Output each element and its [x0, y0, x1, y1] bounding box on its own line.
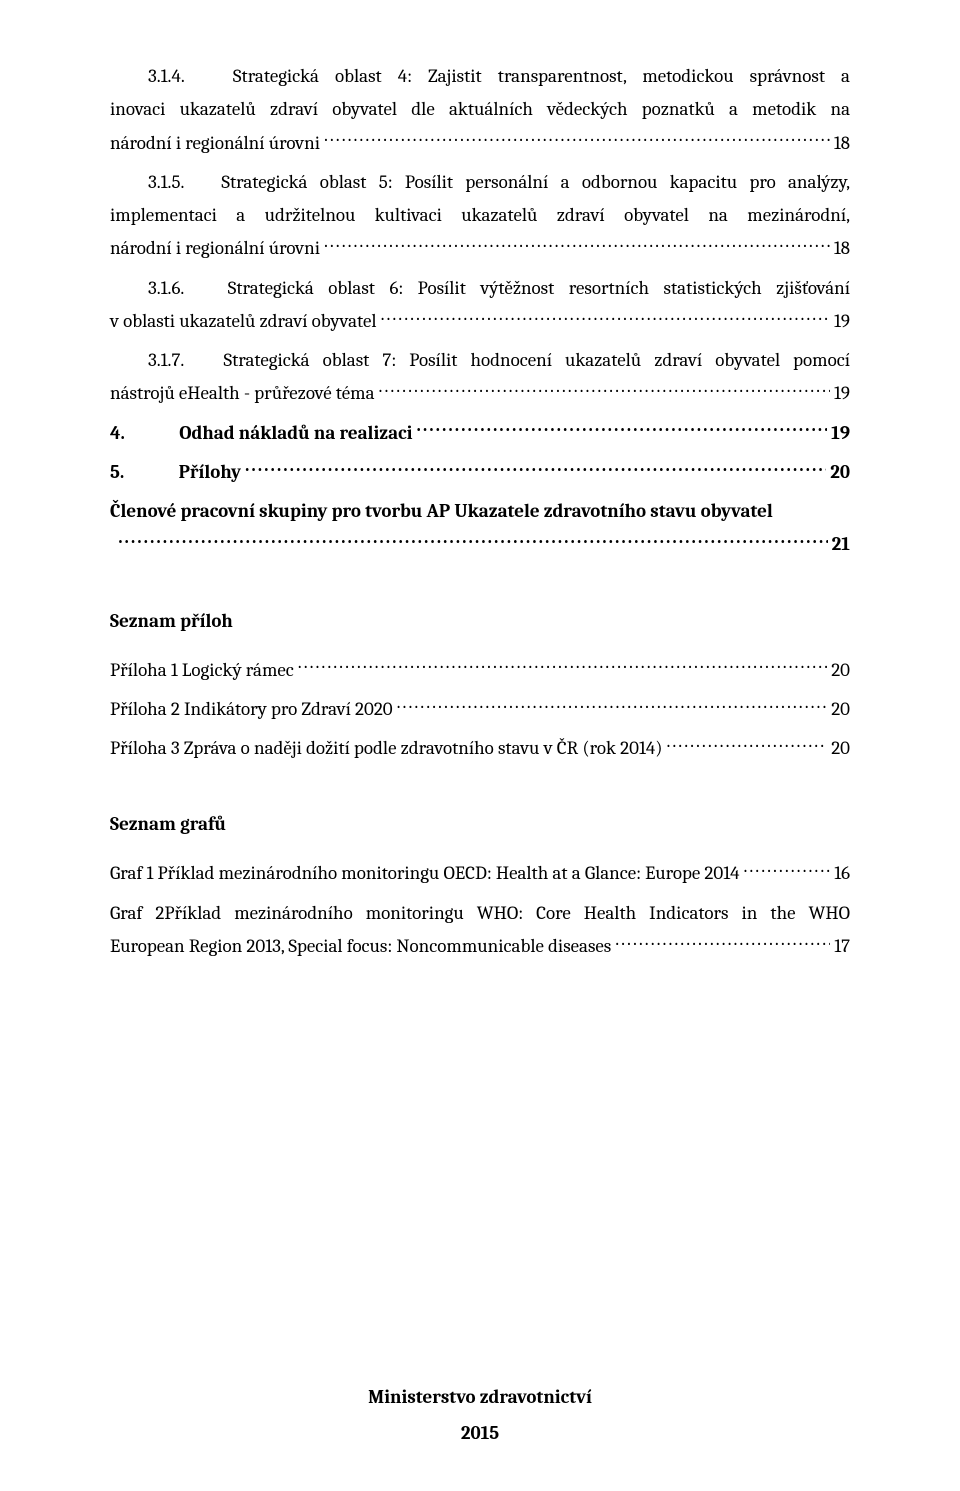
toc-text-last: národní i regionální úrovni [110, 127, 320, 160]
toc-text-line2: implementaci a udržitelnou kultivaci uka… [110, 199, 850, 232]
toc-num: 3.1.6. [148, 277, 184, 299]
toc-entry-clenove: Členové pracovní skupiny pro tvorbu AP U… [110, 495, 850, 562]
priloha-3: Příloha 3 Zpráva o naději dožití podle z… [110, 732, 850, 765]
priloha-label: Příloha 1 Logický rámec [110, 654, 294, 687]
toc-page: 20 [831, 732, 850, 765]
toc-leader-dots [381, 308, 830, 327]
toc-entry-3-1-4: 3.1.4. Strategická oblast 4: Zajistit tr… [110, 60, 850, 160]
priloha-label: Příloha 2 Indikátory pro Zdraví 2020 [110, 693, 393, 726]
priloha-1: Příloha 1 Logický rámec 20 [110, 654, 850, 687]
toc-page: 20 [830, 456, 850, 489]
toc-page: 21 [832, 528, 850, 561]
graf-1: Graf 1 Příklad mezinárodního monitoringu… [110, 857, 850, 890]
toc-page: 18 [834, 127, 850, 160]
toc-page: 17 [834, 930, 850, 963]
toc-leader-dots [298, 657, 827, 676]
toc-num: 3.1.4. [148, 65, 185, 87]
toc-leader-dots [743, 860, 830, 879]
toc-leader-dots [324, 130, 830, 149]
toc-text-last: nástrojů eHealth - průřezové téma [110, 377, 375, 410]
toc-leader-dots [245, 459, 826, 478]
heading-seznam-priloh: Seznam příloh [110, 610, 850, 632]
toc-text-last: národní i regionální úrovni [110, 232, 320, 265]
toc-page: 19 [834, 377, 850, 410]
toc-text-line1: Strategická oblast 6: Posílit výtěžnost … [228, 277, 850, 299]
toc-num: 3.1.5. [148, 171, 184, 193]
toc-label: Členové pracovní skupiny pro tvorbu AP U… [110, 495, 850, 528]
toc-entry-3-1-7: 3.1.7. Strategická oblast 7: Posílit hod… [110, 344, 850, 411]
toc-page: 16 [834, 857, 850, 890]
toc-page: 19 [831, 417, 850, 450]
toc-page: 18 [834, 232, 850, 265]
toc-num: 3.1.7. [148, 349, 184, 371]
toc-leader-dots [324, 235, 830, 254]
toc-text-line1: Strategická oblast 7: Posílit hodnocení … [224, 349, 850, 371]
heading-seznam-grafu: Seznam grafů [110, 813, 850, 835]
toc-num: 5. [110, 461, 124, 483]
toc-leader-dots [118, 531, 827, 550]
toc-leader-dots [666, 735, 827, 754]
toc-text-last: v oblasti ukazatelů zdraví obyvatel [110, 305, 377, 338]
toc-text-line1: Strategická oblast 4: Zajistit transpare… [233, 65, 850, 87]
priloha-2: Příloha 2 Indikátory pro Zdraví 2020 20 [110, 693, 850, 726]
toc-entry-4: 4. Odhad nákladů na realizaci 19 [110, 417, 850, 450]
footer-org: Ministerstvo zdravotnictví [0, 1379, 960, 1415]
toc-leader-dots [615, 933, 830, 952]
toc-entry-5: 5. Přílohy 20 [110, 456, 850, 489]
graf-last: European Region 2013, Special focus: Non… [110, 930, 611, 963]
toc-leader-dots [397, 696, 828, 715]
toc-page: 20 [831, 693, 850, 726]
toc-page: 19 [834, 305, 850, 338]
page-footer: Ministerstvo zdravotnictví 2015 [0, 1379, 960, 1451]
toc-label: Přílohy [179, 461, 241, 483]
toc-leader-dots [417, 420, 828, 439]
priloha-label: Příloha 3 Zpráva o naději dožití podle z… [110, 732, 662, 765]
toc-text-line2: inovaci ukazatelů zdraví obyvatel dle ak… [110, 93, 850, 126]
graf-line1: Graf 2Příklad mezinárodního monitoringu … [110, 897, 850, 930]
toc-page: 20 [831, 654, 850, 687]
toc-text-line1: Strategická oblast 5: Posílit personální… [221, 171, 850, 193]
graf-2: Graf 2Příklad mezinárodního monitoringu … [110, 897, 850, 964]
footer-year: 2015 [0, 1415, 960, 1451]
toc-label: Odhad nákladů na realizaci [179, 422, 412, 444]
toc-leader-dots [379, 380, 831, 399]
toc-entry-3-1-5: 3.1.5. Strategická oblast 5: Posílit per… [110, 166, 850, 266]
graf-label: Graf 1 Příklad mezinárodního monitoringu… [110, 857, 739, 890]
toc-entry-3-1-6: 3.1.6. Strategická oblast 6: Posílit výt… [110, 272, 850, 339]
toc-num: 4. [110, 422, 125, 444]
